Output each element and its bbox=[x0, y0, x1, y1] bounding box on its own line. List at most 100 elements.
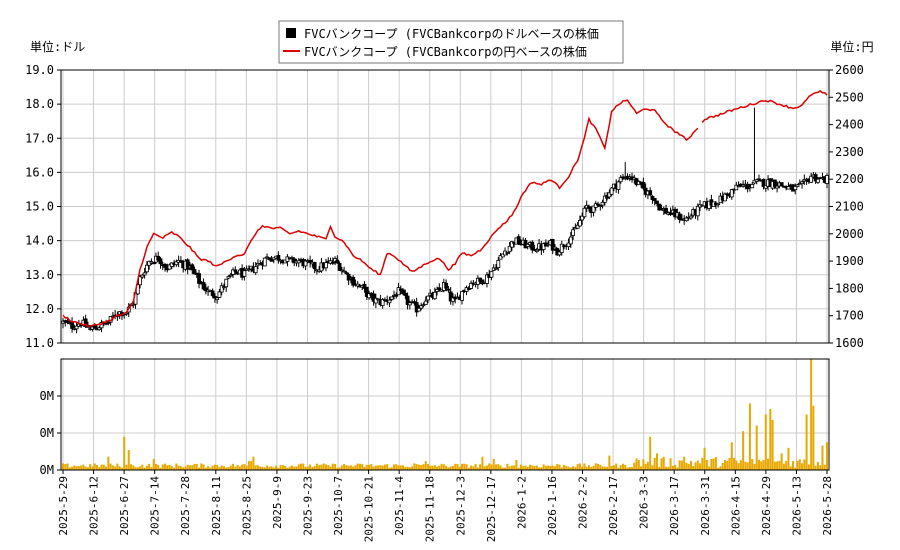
right-tick-label: 1600 bbox=[835, 336, 864, 350]
candle-body bbox=[607, 192, 612, 198]
volume-bar bbox=[370, 463, 373, 470]
volume-bar bbox=[127, 450, 130, 470]
volume-bar bbox=[762, 459, 765, 470]
candle-body bbox=[423, 300, 428, 306]
volume-bar bbox=[322, 463, 325, 470]
volume-bar bbox=[699, 463, 702, 470]
candle-body bbox=[149, 261, 154, 264]
left-axis-unit: 単位:ドル bbox=[30, 39, 85, 54]
volume-bar bbox=[547, 465, 550, 470]
candle-body bbox=[185, 259, 190, 270]
volume-bar bbox=[461, 463, 464, 470]
candle-body bbox=[380, 299, 385, 306]
volume-bar bbox=[295, 466, 298, 470]
candle-body bbox=[451, 297, 455, 302]
candle-body bbox=[761, 178, 766, 187]
left-tick-label: 13.0 bbox=[25, 268, 54, 282]
volume-bar bbox=[701, 457, 704, 470]
volume-bar bbox=[735, 460, 738, 470]
candle-body bbox=[197, 273, 201, 284]
candle-body bbox=[725, 193, 730, 196]
price-vertical-grid bbox=[62, 70, 828, 343]
candle-body bbox=[657, 203, 662, 211]
volume-bar bbox=[687, 464, 690, 470]
volume-bar bbox=[529, 464, 532, 470]
candle-body bbox=[190, 264, 195, 271]
volume-bar bbox=[721, 463, 724, 470]
volume-bar bbox=[363, 466, 366, 470]
volume-bar bbox=[93, 463, 96, 470]
candle-body bbox=[641, 181, 646, 189]
volume-bar bbox=[243, 464, 246, 470]
candle-body bbox=[684, 217, 689, 222]
x-tick-label: 2025-7-28 bbox=[179, 476, 192, 536]
right-tick-label: 2500 bbox=[835, 90, 864, 104]
candle-body bbox=[809, 175, 814, 183]
volume-bar bbox=[252, 456, 255, 470]
volume-bar bbox=[485, 465, 488, 470]
candle-body bbox=[174, 261, 179, 266]
volume-bar bbox=[275, 465, 278, 470]
volume-bar bbox=[785, 460, 788, 470]
volume-bar bbox=[649, 436, 652, 470]
candle-body bbox=[212, 295, 217, 299]
volume-bar bbox=[406, 466, 409, 470]
volume-bar bbox=[680, 460, 683, 470]
volume-bar bbox=[524, 465, 527, 470]
volume-bar bbox=[358, 463, 361, 470]
volume-bar bbox=[241, 464, 244, 470]
candle-body bbox=[496, 260, 501, 269]
volume-bar bbox=[141, 464, 144, 470]
volume-bar bbox=[463, 463, 466, 470]
volume-bar bbox=[728, 457, 731, 470]
candle-body bbox=[757, 178, 761, 181]
x-tick-label: 2026-3-31 bbox=[699, 476, 712, 536]
volume-bar bbox=[553, 466, 556, 470]
candle-body bbox=[580, 215, 585, 221]
volume-bar bbox=[216, 465, 219, 470]
candle-body bbox=[178, 260, 183, 263]
left-tick-label: 12.0 bbox=[25, 302, 54, 316]
candle-body bbox=[335, 259, 340, 264]
volume-bar bbox=[560, 467, 563, 470]
volume-bar bbox=[250, 461, 253, 470]
volume-bar bbox=[152, 458, 155, 470]
candle-body bbox=[616, 181, 621, 190]
candle-body bbox=[267, 257, 272, 260]
volume-bar bbox=[218, 467, 221, 470]
volume-bar bbox=[365, 464, 368, 470]
candle-body bbox=[575, 224, 580, 229]
candle-body bbox=[509, 241, 514, 248]
volume-bar bbox=[733, 457, 736, 470]
volume-bar bbox=[411, 466, 414, 470]
candle-body bbox=[763, 184, 768, 189]
volume-grid bbox=[61, 359, 829, 470]
volume-bar bbox=[454, 463, 457, 470]
volume-bar bbox=[470, 465, 473, 470]
volume-bar bbox=[64, 464, 67, 470]
volume-bar bbox=[331, 463, 334, 470]
volume-bar bbox=[272, 467, 275, 470]
candle-body bbox=[144, 264, 149, 273]
right-tick-label: 1700 bbox=[835, 309, 864, 323]
volume-bar bbox=[621, 463, 624, 470]
right-tick-label: 2000 bbox=[835, 227, 864, 241]
volume-bar bbox=[719, 466, 722, 470]
candle-body bbox=[151, 262, 156, 265]
candle-body bbox=[485, 274, 489, 284]
candle-body bbox=[226, 276, 231, 279]
volume-bar bbox=[526, 466, 529, 470]
candle-body bbox=[99, 322, 104, 329]
volume-bar bbox=[771, 420, 774, 470]
volume-bar bbox=[132, 465, 135, 470]
candle-body bbox=[677, 213, 682, 220]
volume-bar bbox=[563, 464, 566, 470]
x-axis-ticks: 2025-5-29 2025-6-12 2025-6-27 2025-7-14 2025… bbox=[57, 470, 834, 542]
volume-bar bbox=[597, 463, 600, 470]
candle-body bbox=[652, 197, 657, 202]
candle-body bbox=[530, 241, 535, 251]
volume-bar bbox=[313, 466, 316, 470]
candle-body bbox=[262, 257, 267, 267]
volume-bar bbox=[587, 465, 590, 470]
